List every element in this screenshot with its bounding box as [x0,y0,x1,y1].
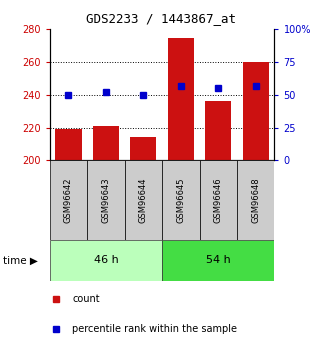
Text: 46 h: 46 h [93,256,118,265]
Bar [50,240,162,281]
Bar [93,126,119,160]
Text: 54 h: 54 h [206,256,231,265]
Text: GDS2233 / 1443867_at: GDS2233 / 1443867_at [85,12,236,25]
Bar [162,240,274,281]
Text: GSM96643: GSM96643 [101,177,110,223]
Bar [205,101,231,160]
Text: GSM96648: GSM96648 [251,177,260,223]
Text: GSM96644: GSM96644 [139,177,148,223]
Bar [200,160,237,240]
Text: percentile rank within the sample: percentile rank within the sample [72,324,237,334]
Bar [237,160,274,240]
Bar [56,129,82,160]
Bar [162,160,200,240]
Bar [130,137,156,160]
Text: GSM96646: GSM96646 [214,177,223,223]
Text: GSM96645: GSM96645 [176,177,185,223]
Text: time ▶: time ▶ [3,256,38,265]
Bar [125,160,162,240]
Text: GSM96642: GSM96642 [64,177,73,223]
Text: count: count [72,294,100,304]
Bar [50,160,87,240]
Bar [168,38,194,160]
Bar [243,62,269,160]
Bar [87,160,125,240]
